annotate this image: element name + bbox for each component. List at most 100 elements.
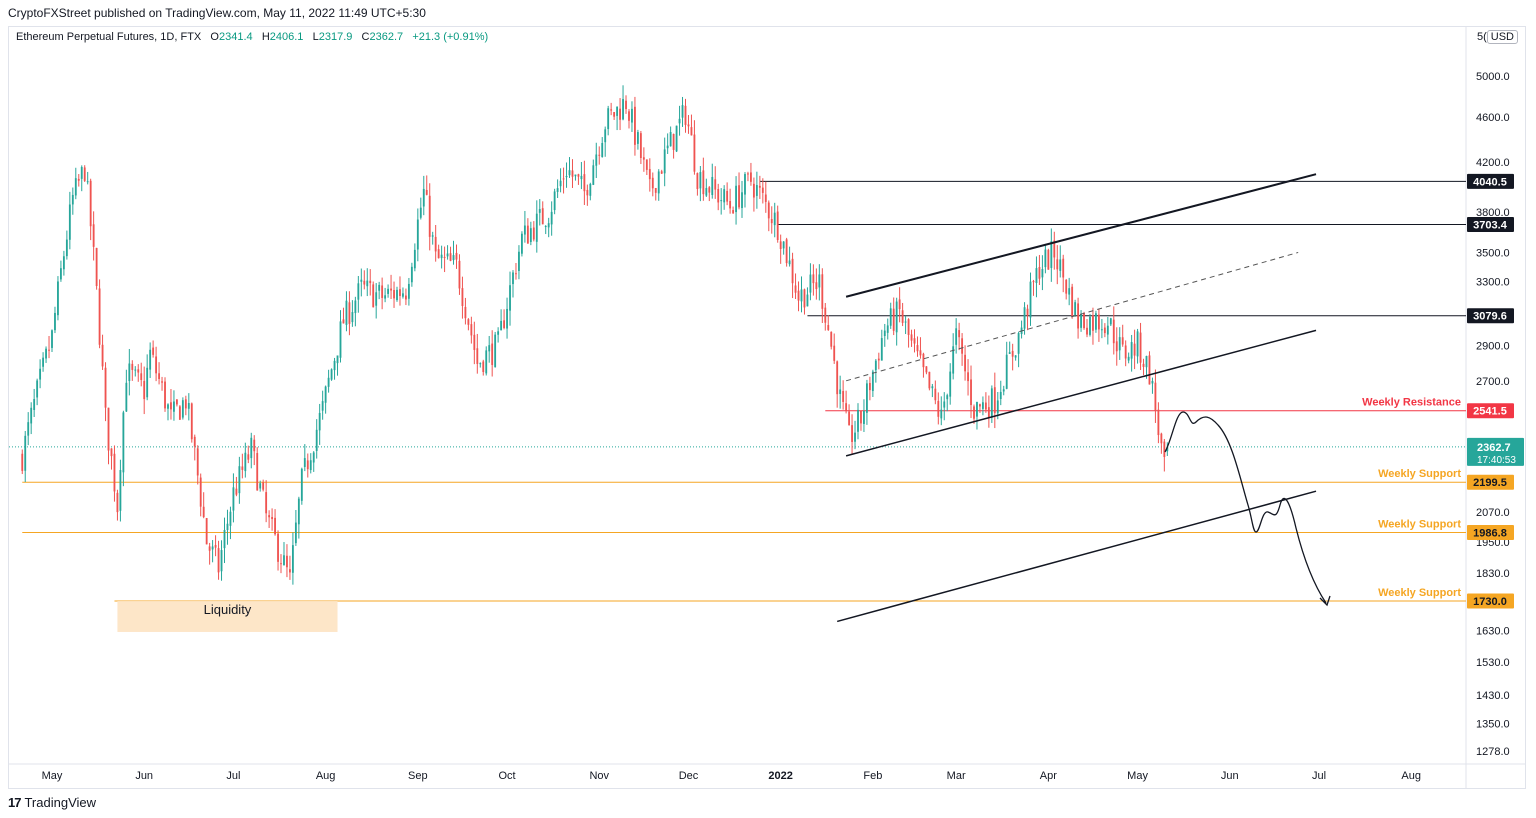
- price-tick: 2700.0: [1476, 376, 1510, 388]
- candle: [455, 244, 458, 269]
- candle: [901, 302, 904, 327]
- candle-body: [592, 165, 595, 185]
- candle-body: [583, 174, 586, 192]
- currency-selector[interactable]: 5(USD: [1474, 30, 1522, 44]
- time-tick: Jun: [135, 770, 153, 782]
- candle-body: [384, 295, 387, 299]
- candle-body: [39, 368, 42, 380]
- candle-body: [684, 105, 687, 125]
- candle-body: [895, 301, 898, 333]
- price-tag-text: 2199.5: [1473, 477, 1507, 489]
- candle-body: [871, 371, 874, 392]
- candle-body: [526, 225, 529, 244]
- candle-body: [458, 260, 461, 289]
- candle-body: [803, 289, 806, 308]
- candle: [413, 243, 416, 272]
- candle-body: [1097, 314, 1100, 330]
- candle: [868, 376, 871, 401]
- candle-body: [863, 410, 865, 424]
- candle: [981, 396, 984, 416]
- candle-body: [181, 400, 184, 418]
- candle-body: [1166, 446, 1169, 452]
- candle-body: [1005, 354, 1008, 389]
- candle-body: [1115, 341, 1118, 352]
- candle-body: [1127, 356, 1130, 361]
- candle-body: [30, 407, 33, 424]
- chart-pane[interactable]: [8, 26, 1526, 789]
- price-tick: 3500.0: [1476, 247, 1510, 259]
- trendline-support-line: [836, 490, 1317, 623]
- candle-body: [390, 288, 392, 291]
- candle-body: [506, 308, 508, 329]
- candle: [470, 316, 473, 344]
- candle: [973, 404, 975, 424]
- candle-body: [886, 325, 889, 333]
- candle-body: [744, 174, 746, 195]
- candle-body: [464, 306, 467, 319]
- candle: [515, 262, 517, 280]
- time-tick: Apr: [1040, 770, 1057, 782]
- candle: [1020, 320, 1023, 339]
- candle: [636, 129, 639, 150]
- candle: [125, 369, 128, 413]
- currency-unit[interactable]: USD: [1486, 30, 1519, 44]
- candle: [1118, 327, 1121, 360]
- candle-body: [170, 402, 172, 410]
- candle: [880, 329, 883, 361]
- candle-body: [369, 280, 372, 284]
- candle: [146, 354, 149, 401]
- candle: [366, 268, 369, 297]
- candle-body: [880, 338, 883, 361]
- candle: [39, 359, 42, 389]
- candle-body: [565, 175, 568, 178]
- candle: [21, 449, 24, 475]
- candle: [268, 510, 271, 528]
- candle: [520, 231, 523, 257]
- tradingview-branding[interactable]: 17 TradingView: [8, 795, 96, 810]
- candle: [874, 359, 877, 383]
- candle-body: [818, 274, 821, 288]
- candle: [604, 126, 607, 157]
- candle-body: [1163, 441, 1166, 458]
- candle-body: [131, 363, 134, 370]
- price-tag-box: [1467, 593, 1514, 609]
- candle: [1065, 278, 1068, 300]
- candle: [104, 362, 107, 422]
- candle-body: [598, 154, 601, 156]
- liquidity-label: Liquidity: [204, 602, 252, 617]
- candle-body: [1086, 327, 1088, 335]
- candle: [208, 542, 211, 565]
- candle: [193, 434, 196, 461]
- candle: [422, 175, 425, 216]
- candle-body: [220, 550, 223, 572]
- candle: [776, 205, 779, 243]
- candle-body: [515, 273, 517, 275]
- candle-body: [1151, 380, 1154, 384]
- candle-body: [1062, 258, 1065, 278]
- price-tick: 3300.0: [1476, 277, 1510, 289]
- candle-body: [979, 404, 981, 407]
- candle: [675, 125, 678, 153]
- candle-body: [797, 290, 800, 301]
- candle-body: [300, 468, 303, 501]
- candle: [839, 375, 842, 409]
- candle: [294, 509, 297, 546]
- candle: [143, 366, 146, 415]
- candle-body: [158, 373, 160, 379]
- time-axis[interactable]: May Jun Jul Aug Sep Oct Nov Dec 2022 Feb Mar Apr May…: [42, 770, 1421, 782]
- candle-body: [970, 379, 972, 406]
- time-tick: Jul: [226, 770, 240, 782]
- candle: [1017, 331, 1020, 368]
- candle-body: [387, 288, 390, 294]
- candle: [705, 178, 708, 197]
- candle-body: [363, 280, 366, 285]
- candle: [714, 166, 717, 199]
- candle-body: [648, 169, 651, 180]
- price-tag-text: 1730.0: [1473, 596, 1507, 608]
- candle: [36, 378, 39, 406]
- time-tick: Dec: [679, 770, 699, 782]
- candle-body: [535, 213, 538, 242]
- candle-body: [636, 132, 639, 144]
- candle: [589, 182, 592, 201]
- candle-body: [155, 356, 158, 374]
